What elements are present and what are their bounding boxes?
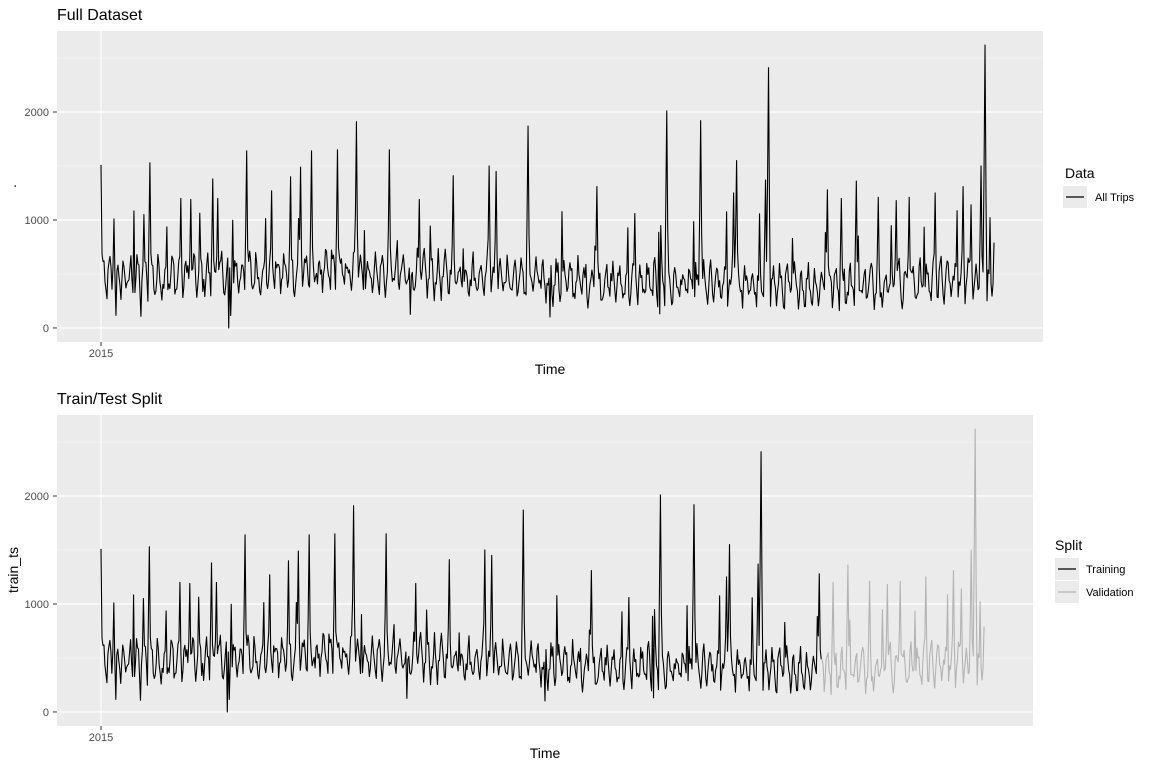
y-tick-label: 2000	[25, 107, 49, 119]
series-line-all-trips	[100, 44, 995, 329]
y-axis-title-2: train_ts	[5, 547, 21, 593]
y-tick-label: 1000	[25, 215, 49, 227]
series-line-training	[100, 451, 822, 713]
chart-title-2: Train/Test Split	[57, 391, 163, 408]
panel-train-test-split: Train/Test Split 0 1000 2000 2015 Time tra…	[5, 391, 1134, 761]
x-tick-label-2: 2015	[89, 732, 113, 744]
legend-title-1: Data	[1065, 165, 1095, 181]
y-tick-labels-1: 0 1000 2000	[25, 107, 102, 346]
legend-label-validation: Validation	[1086, 587, 1134, 599]
legend-label-training: Training	[1086, 564, 1125, 576]
chart-title-1: Full Dataset	[57, 7, 143, 24]
series-line-validation	[820, 428, 985, 696]
y-tick-label: 2000	[25, 491, 49, 503]
panel-full-dataset: Full Dataset 0 1000 2000 2015 Time . Data …	[3, 7, 1135, 377]
x-axis-title-1: Time	[535, 361, 566, 377]
legend-2: Split Training Validation	[1055, 537, 1134, 603]
y-tick-label: 0	[43, 707, 49, 719]
legend-1: Data All Trips	[1063, 165, 1135, 208]
y-axis-title-1: .	[3, 184, 19, 188]
x-tick-label-1: 2015	[89, 348, 113, 360]
x-axis-title-2: Time	[530, 745, 561, 761]
legend-title-2: Split	[1055, 537, 1082, 553]
gridlines-1	[57, 31, 1043, 342]
y-tick-label: 0	[43, 323, 49, 335]
y-tick-label: 1000	[25, 599, 49, 611]
y-tick-labels-2: 0 1000 2000	[25, 491, 102, 730]
legend-label-all-trips: All Trips	[1095, 192, 1135, 204]
gridlines-2	[57, 415, 1033, 726]
